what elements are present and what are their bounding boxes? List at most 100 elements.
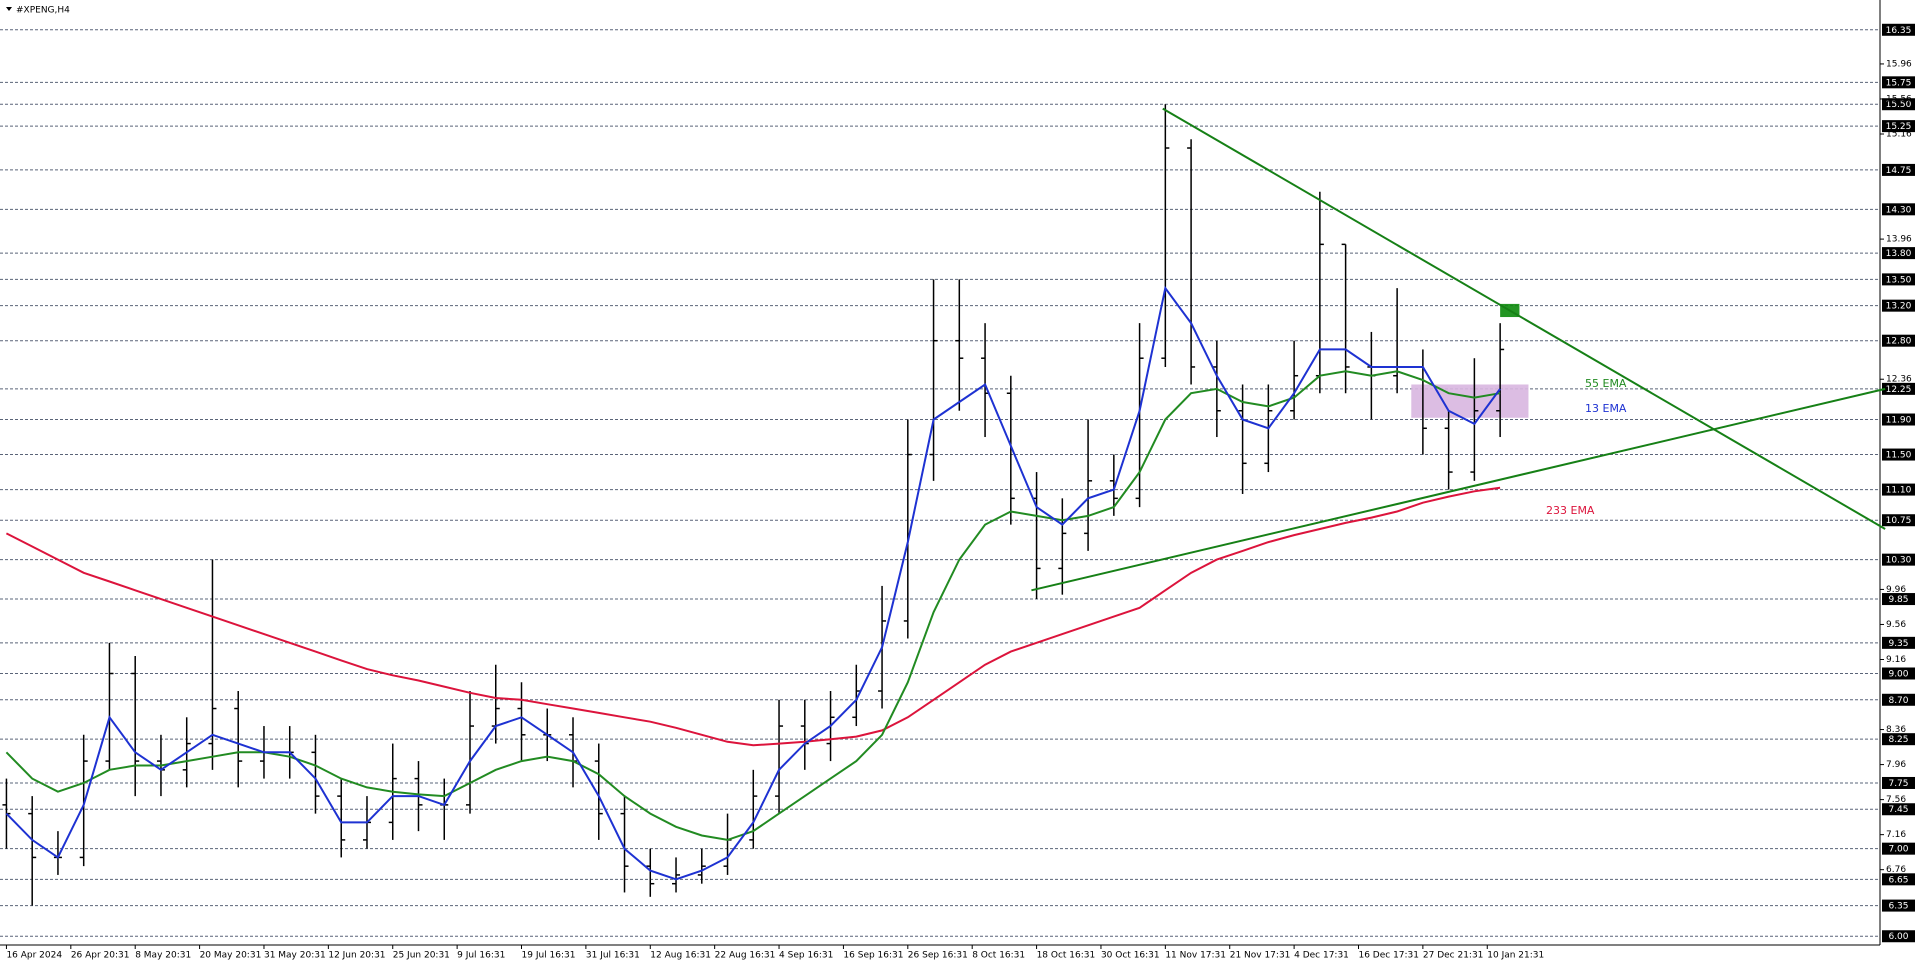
level-label-box [1882, 382, 1915, 395]
level-label: 9.35 [1888, 639, 1908, 649]
level-label: 14.30 [1886, 205, 1912, 215]
x-tick-label: 8 May 20:31 [135, 951, 191, 961]
level-label-box [1882, 120, 1915, 133]
level-label: 7.75 [1888, 779, 1908, 789]
x-tick-label: 30 Oct 16:31 [1101, 951, 1160, 961]
level-label: 11.50 [1886, 451, 1912, 461]
level-label-box [1882, 667, 1915, 680]
level-label-box [1882, 273, 1915, 286]
x-tick-label: 21 Nov 17:31 [1230, 951, 1291, 961]
y-tick-label: 7.96 [1886, 760, 1906, 770]
y-tick-label: 7.56 [1886, 795, 1906, 805]
y-tick-label: 9.16 [1886, 655, 1906, 665]
ema-line [5, 486, 1501, 747]
symbol-menu-icon[interactable] [6, 7, 12, 11]
level-label: 8.25 [1888, 735, 1908, 745]
level-label-box [1882, 483, 1915, 496]
x-tick-label: 26 Sep 16:31 [908, 951, 968, 961]
level-label: 13.20 [1886, 302, 1912, 312]
x-tick-label: 16 Apr 2024 [6, 951, 62, 961]
level-label: 15.75 [1886, 78, 1912, 88]
y-tick-label: 6.76 [1886, 865, 1906, 875]
level-label-box [1882, 593, 1915, 606]
level-label-box [1882, 448, 1915, 461]
x-tick-label: 16 Dec 17:31 [1358, 951, 1419, 961]
y-tick-label: 15.56 [1886, 94, 1912, 104]
y-tick-label: 12.36 [1886, 375, 1912, 385]
level-label: 16.35 [1886, 26, 1912, 36]
level-label-box [1882, 514, 1915, 527]
level-label: 12.80 [1886, 337, 1912, 347]
level-label-box [1882, 299, 1915, 312]
x-tick-label: 19 Jul 16:31 [522, 951, 576, 961]
x-tick-label: 16 Sep 16:31 [843, 951, 903, 961]
x-tick-label: 31 May 20:31 [264, 951, 326, 961]
level-label: 13.80 [1886, 249, 1912, 259]
x-tick-label: 12 Aug 16:31 [650, 951, 711, 961]
level-label: 11.10 [1886, 486, 1912, 496]
level-label: 6.65 [1888, 875, 1908, 885]
level-label: 12.25 [1886, 385, 1912, 395]
level-label-box [1882, 776, 1915, 789]
ema-label: 233 EMA [1546, 504, 1595, 517]
level-label: 15.25 [1886, 122, 1912, 132]
level-label: 8.70 [1888, 696, 1908, 706]
x-tick-label: 4 Dec 17:31 [1294, 951, 1349, 961]
level-label: 7.45 [1888, 805, 1908, 815]
y-tick-label: 8.36 [1886, 725, 1906, 735]
y-tick-label: 7.16 [1886, 830, 1906, 840]
level-label-box [1882, 553, 1915, 566]
level-label-box [1882, 98, 1915, 111]
level-label: 7.00 [1888, 845, 1908, 855]
level-label: 11.90 [1886, 416, 1912, 426]
level-label-box [1882, 163, 1915, 176]
trendline [1162, 107, 1886, 530]
level-label: 6.00 [1888, 932, 1908, 942]
level-label: 13.50 [1886, 275, 1912, 285]
level-label-box [1882, 203, 1915, 216]
x-tick-label: 11 Nov 17:31 [1165, 951, 1226, 961]
x-tick-label: 8 Oct 16:31 [972, 951, 1025, 961]
ema-line [5, 285, 1501, 881]
y-tick-label: 15.96 [1886, 59, 1912, 69]
level-label-box [1882, 899, 1915, 912]
x-tick-label: 9 Jul 16:31 [457, 951, 505, 961]
level-label-box [1882, 76, 1915, 89]
level-label: 14.75 [1886, 166, 1912, 176]
level-label: 10.75 [1886, 516, 1912, 526]
level-label: 6.35 [1888, 902, 1908, 912]
x-tick-label: 10 Jan 21:31 [1487, 951, 1544, 961]
y-tick-label: 15.16 [1886, 129, 1912, 139]
x-tick-label: 12 Jun 20:31 [328, 951, 385, 961]
x-tick-label: 18 Oct 16:31 [1037, 951, 1096, 961]
level-label-box [1882, 930, 1915, 943]
level-label-box [1882, 842, 1915, 855]
y-tick-label: 13.96 [1886, 235, 1912, 245]
level-label-box [1882, 873, 1915, 886]
level-label-box [1882, 247, 1915, 260]
x-tick-label: 22 Aug 16:31 [715, 951, 776, 961]
trendline [1031, 387, 1886, 592]
x-tick-label: 25 Jun 20:31 [393, 951, 450, 961]
chart-title: #XPENG,H4 [16, 6, 70, 16]
level-label: 10.30 [1886, 556, 1912, 566]
level-label-box [1882, 733, 1915, 746]
ema-label: 13 EMA [1585, 402, 1627, 415]
level-label: 15.50 [1886, 100, 1912, 110]
x-tick-label: 31 Jul 16:31 [586, 951, 640, 961]
ema-line [5, 370, 1501, 841]
level-label-box [1882, 636, 1915, 649]
level-label-box [1882, 693, 1915, 706]
x-tick-label: 26 Apr 20:31 [71, 951, 130, 961]
y-tick-label: 9.56 [1886, 620, 1906, 630]
level-label-box [1882, 334, 1915, 347]
level-label-box [1882, 803, 1915, 816]
y-tick-label: 9.96 [1886, 585, 1906, 595]
x-tick-label: 27 Dec 21:31 [1423, 951, 1484, 961]
level-label-box [1882, 23, 1915, 36]
level-label: 9.00 [1888, 669, 1908, 679]
ema-label: 55 EMA [1585, 377, 1627, 390]
level-label-box [1882, 413, 1915, 426]
